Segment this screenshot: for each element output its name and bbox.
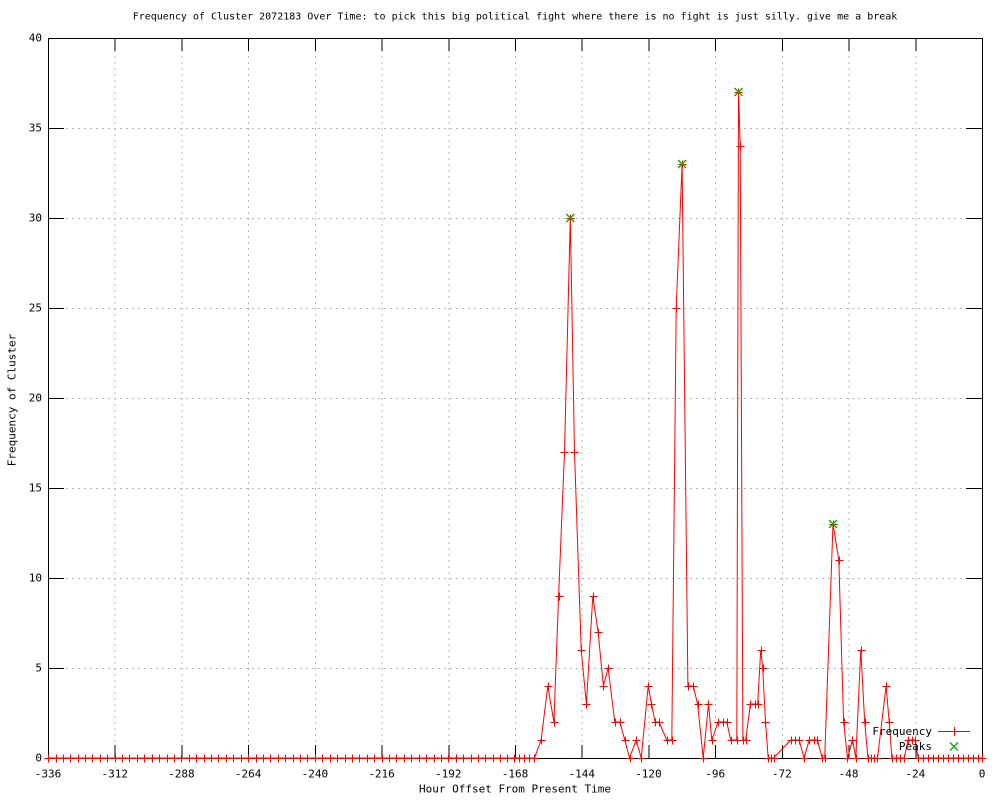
legend-item-peaks: Peaks: [872, 739, 970, 754]
svg-text:-336: -336: [35, 768, 62, 781]
peaks-cross-marker-icon: [949, 742, 959, 751]
svg-text:-24: -24: [905, 768, 925, 781]
svg-text:0: 0: [35, 752, 42, 765]
svg-text:40: 40: [29, 32, 42, 45]
svg-text:25: 25: [29, 302, 42, 315]
svg-text:-144: -144: [568, 768, 595, 781]
svg-text:-192: -192: [435, 768, 462, 781]
svg-text:-168: -168: [502, 768, 529, 781]
frequency-line-marker-icon: [938, 727, 970, 736]
svg-text:-48: -48: [839, 768, 859, 781]
svg-text:-288: -288: [168, 768, 195, 781]
legend: Frequency Peaks: [872, 724, 970, 754]
svg-text:-120: -120: [635, 768, 662, 781]
svg-text:20: 20: [29, 392, 42, 405]
svg-text:5: 5: [35, 662, 42, 675]
svg-text:-96: -96: [705, 768, 725, 781]
svg-text:15: 15: [29, 482, 42, 495]
svg-text:-216: -216: [368, 768, 395, 781]
legend-label-peaks: Peaks: [898, 740, 932, 753]
chart-title: Frequency of Cluster 2072183 Over Time: …: [132, 11, 898, 23]
svg-text:-240: -240: [302, 768, 329, 781]
svg-text:30: 30: [29, 212, 42, 225]
svg-text:35: 35: [29, 122, 42, 135]
x-axis-label: Hour Offset From Present Time: [418, 782, 612, 796]
legend-item-frequency: Frequency: [872, 724, 970, 739]
svg-text:10: 10: [29, 572, 42, 585]
legend-label-frequency: Frequency: [872, 725, 932, 738]
svg-text:-72: -72: [772, 768, 792, 781]
svg-text:-312: -312: [101, 768, 128, 781]
svg-text:0: 0: [979, 768, 986, 781]
svg-text:-264: -264: [235, 768, 262, 781]
